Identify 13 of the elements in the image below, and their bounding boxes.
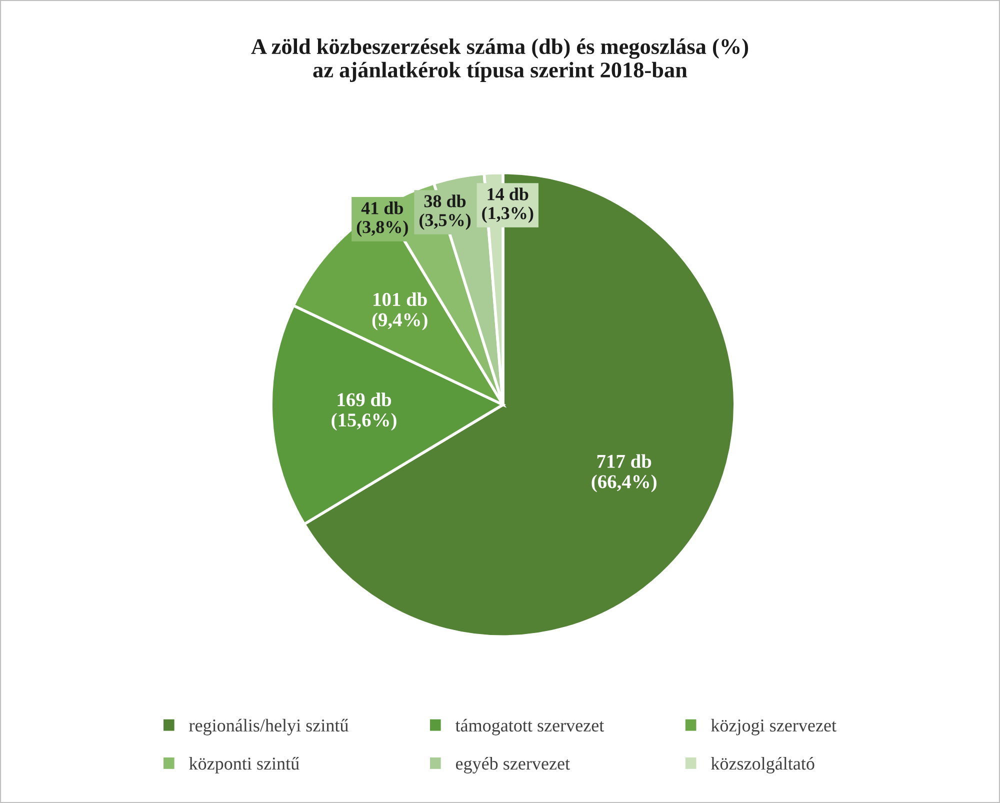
data-label: 101 db (9,4%)	[372, 292, 428, 330]
legend-label: közjogi szervezet	[711, 718, 836, 736]
data-label: 38 db (3,5%)	[419, 194, 471, 230]
data-label: 169 db (15,6%)	[332, 392, 396, 431]
legend-label: regionális/helyi szintű	[189, 718, 348, 736]
legend-label: közszolgáltató	[711, 756, 814, 774]
legend-label: egyéb szervezet	[456, 756, 570, 774]
data-label: 717 db (66,4%)	[592, 454, 656, 492]
legend-label: támogatott szervezet	[455, 718, 604, 736]
chart-title: A zöld közbeszerzések száma (db) és megoszlása (%) az ajánlatkérok típusa szerint 2018-ban	[251, 38, 748, 82]
data-label: 14 db (1,3%)	[482, 188, 534, 223]
legend-label: központi szintű	[189, 756, 300, 774]
data-label: 41 db (3,8%)	[356, 202, 408, 237]
